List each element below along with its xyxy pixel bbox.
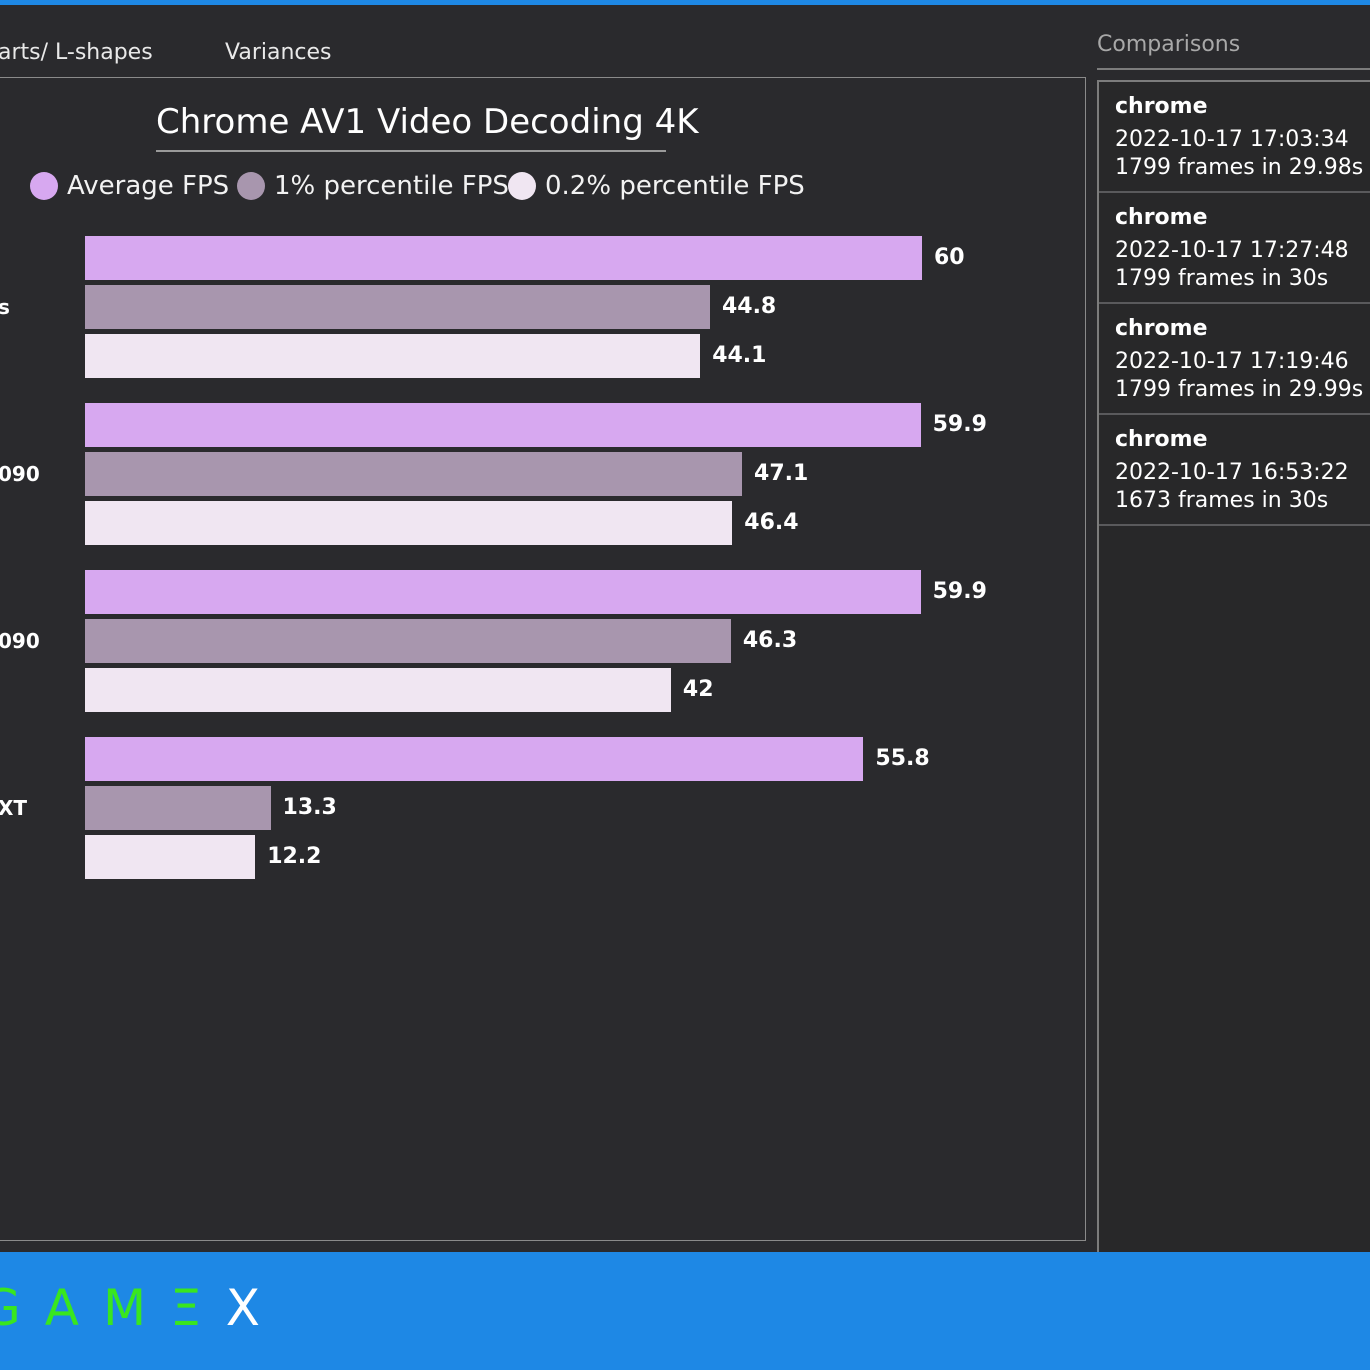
logo-letter: G: [0, 1279, 45, 1337]
bar[interactable]: [85, 334, 701, 378]
bar-value-label: 13.3: [282, 795, 337, 820]
bar-value-label: 12.2: [267, 844, 322, 869]
logo-letter: X: [225, 1279, 284, 1337]
footer-bar: GAMΞX: [0, 1252, 1370, 1370]
bar-value-label: 60: [934, 245, 965, 270]
legend-swatch: [508, 172, 536, 200]
category-label: 090: [0, 462, 40, 486]
comparisons-list: chrome 2022-10-17 17:03:34 1799 frames i…: [1097, 80, 1370, 1255]
legend-label: 1% percentile FPS: [274, 171, 509, 201]
comparisons-header: Comparisons: [1097, 32, 1241, 57]
bar[interactable]: [85, 737, 864, 781]
bar-value-label: 44.1: [712, 343, 767, 368]
top-accent-bar: [0, 0, 1370, 5]
category-label: XT: [0, 796, 28, 820]
bar[interactable]: [85, 501, 733, 545]
comparison-frames: 1799 frames in 29.99s: [1115, 377, 1364, 402]
bar-value-label: 46.3: [742, 628, 798, 653]
logo-letter: Ξ: [170, 1279, 226, 1337]
tab-variances[interactable]: Variances: [225, 40, 332, 65]
comparison-name: chrome: [1115, 205, 1208, 230]
comparison-item[interactable]: chrome 2022-10-17 17:19:46 1799 frames i…: [1099, 304, 1370, 415]
comparison-date: 2022-10-17 17:19:46: [1115, 349, 1349, 374]
category-label: 090: [0, 629, 40, 653]
comparison-frames: 1799 frames in 30s: [1115, 266, 1329, 291]
bar-value-label: 59.9: [932, 579, 987, 604]
bar-chart-plot: s 60 44.8 44.1 090 59.9 47.1 46.4 090 59.9 46.3 42 X…: [0, 225, 1086, 905]
comparison-name: chrome: [1115, 94, 1208, 119]
bar[interactable]: [85, 570, 921, 614]
logo-letter: M: [102, 1279, 171, 1337]
comparison-frames: 1799 frames in 29.98s: [1115, 155, 1364, 180]
bar-value-label: 44.8: [721, 294, 777, 319]
comparison-frames: 1673 frames in 30s: [1115, 488, 1329, 513]
bar[interactable]: [85, 786, 271, 830]
bar-value-label: 42: [682, 677, 714, 702]
comparison-item[interactable]: chrome 2022-10-17 17:27:48 1799 frames i…: [1099, 193, 1370, 304]
comparison-item[interactable]: chrome 2022-10-17 16:53:22 1673 frames i…: [1099, 415, 1370, 526]
bar[interactable]: [85, 285, 710, 329]
comparison-name: chrome: [1115, 316, 1208, 341]
bar-value-label: 59.9: [932, 412, 987, 437]
legend-swatch: [30, 172, 58, 200]
bar[interactable]: [85, 835, 256, 879]
legend-label: 0.2% percentile FPS: [545, 171, 805, 201]
bar[interactable]: [85, 452, 743, 496]
comparison-date: 2022-10-17 17:27:48: [1115, 238, 1349, 263]
bar[interactable]: [85, 403, 921, 447]
comparison-name: chrome: [1115, 427, 1208, 452]
bar[interactable]: [85, 236, 922, 280]
bar[interactable]: [85, 668, 671, 712]
logo-letter: A: [44, 1279, 103, 1337]
tab-bar: arts/ L-shapes Variances: [0, 24, 1090, 80]
bar-value-label: 47.1: [754, 461, 809, 486]
bar-value-label: 46.4: [744, 510, 799, 535]
tab-charts-l-shapes[interactable]: arts/ L-shapes: [0, 40, 153, 65]
bar[interactable]: [85, 619, 731, 663]
bar-value-label: 55.8: [875, 746, 930, 771]
comparisons-header-divider: [1097, 68, 1370, 70]
category-label: s: [0, 295, 10, 319]
comparison-date: 2022-10-17 17:03:34: [1115, 127, 1349, 152]
gamex-logo: GAMΞX: [0, 1279, 284, 1339]
comparison-item[interactable]: chrome 2022-10-17 17:03:34 1799 frames i…: [1099, 82, 1370, 193]
legend-swatch: [237, 172, 265, 200]
chart-title: Chrome AV1 Video Decoding 4K: [156, 100, 699, 152]
legend-label: Average FPS: [67, 171, 230, 201]
comparison-date: 2022-10-17 16:53:22: [1115, 460, 1349, 485]
